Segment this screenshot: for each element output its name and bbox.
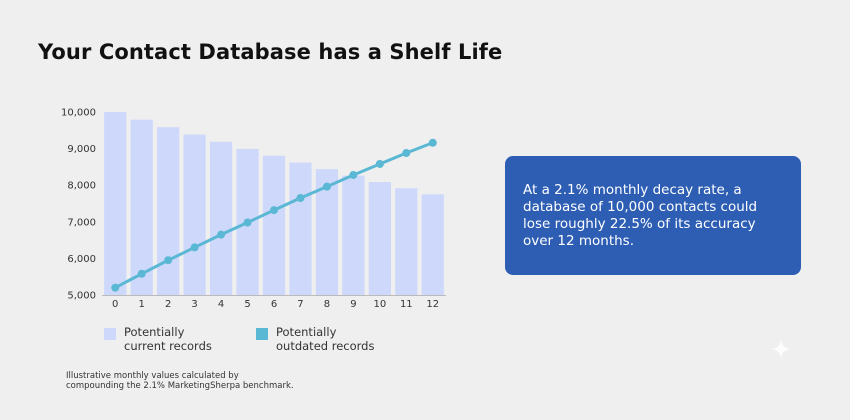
bar-current-10 [368,182,391,295]
x-tick-label: 9 [350,299,356,310]
callout-text: At a 2.1% monthly decay rate, a database… [523,182,758,249]
callout-box: At a 2.1% monthly decay rate, a database… [505,156,801,275]
bar-current-11 [395,188,418,295]
point-outdated-0 [111,283,120,292]
bar-current-9 [342,175,365,295]
x-tick-label: 6 [271,299,277,310]
footnote: Illustrative monthly values calculated b… [66,371,294,391]
point-outdated-2 [164,256,173,265]
point-outdated-9 [349,170,358,179]
sparkle-icon [771,339,791,359]
x-tick-label: 12 [426,299,439,310]
bar-current-1 [130,119,153,295]
point-outdated-8 [322,182,331,191]
bar-current-4 [209,141,233,295]
point-outdated-7 [296,194,305,203]
chart-title: Your Contact Database has a Shelf Life [38,40,503,64]
bar-current-12 [421,194,444,295]
x-tick-label: 10 [373,299,386,310]
legend-item-current: Potentially current records [104,325,234,353]
legend-label-current: Potentially current records [124,325,212,353]
y-tick-label: 7,000 [67,217,96,228]
y-tick-label: 8,000 [67,181,96,192]
bar-current-0 [104,112,127,295]
point-outdated-1 [137,269,146,278]
point-outdated-12 [428,138,437,147]
bar-current-7 [289,162,312,295]
bar-current-6 [262,155,286,295]
y-tick-label: 6,000 [67,254,96,265]
bar-current-8 [315,169,339,295]
bar-current-2 [157,127,180,295]
x-tick-label: 3 [191,299,197,310]
legend-item-outdated: Potentially outdated records [256,325,386,353]
legend-label-outdated: Potentially outdated records [276,325,375,353]
point-outdated-5 [243,218,252,227]
point-outdated-3 [190,243,199,252]
point-outdated-10 [375,159,384,168]
point-outdated-4 [217,230,226,239]
bar-current-3 [183,134,206,295]
x-tick-label: 8 [324,299,330,310]
x-tick-label: 4 [218,299,224,310]
legend-swatch-outdated [256,328,268,340]
point-outdated-11 [402,148,411,157]
y-tick-label: 10,000 [61,108,96,119]
legend: Potentially current records Potentially … [104,325,386,353]
point-outdated-6 [270,206,278,215]
legend-swatch-current [104,328,116,340]
x-tick-label: 5 [244,299,250,310]
y-tick-label: 5,000 [67,291,96,302]
y-tick-label: 9,000 [67,144,96,155]
x-tick-label: 1 [139,299,145,310]
x-tick-label: 2 [165,299,171,310]
x-tick-label: 7 [297,299,303,310]
x-tick-label: 0 [112,299,118,310]
x-tick-label: 11 [400,299,413,310]
